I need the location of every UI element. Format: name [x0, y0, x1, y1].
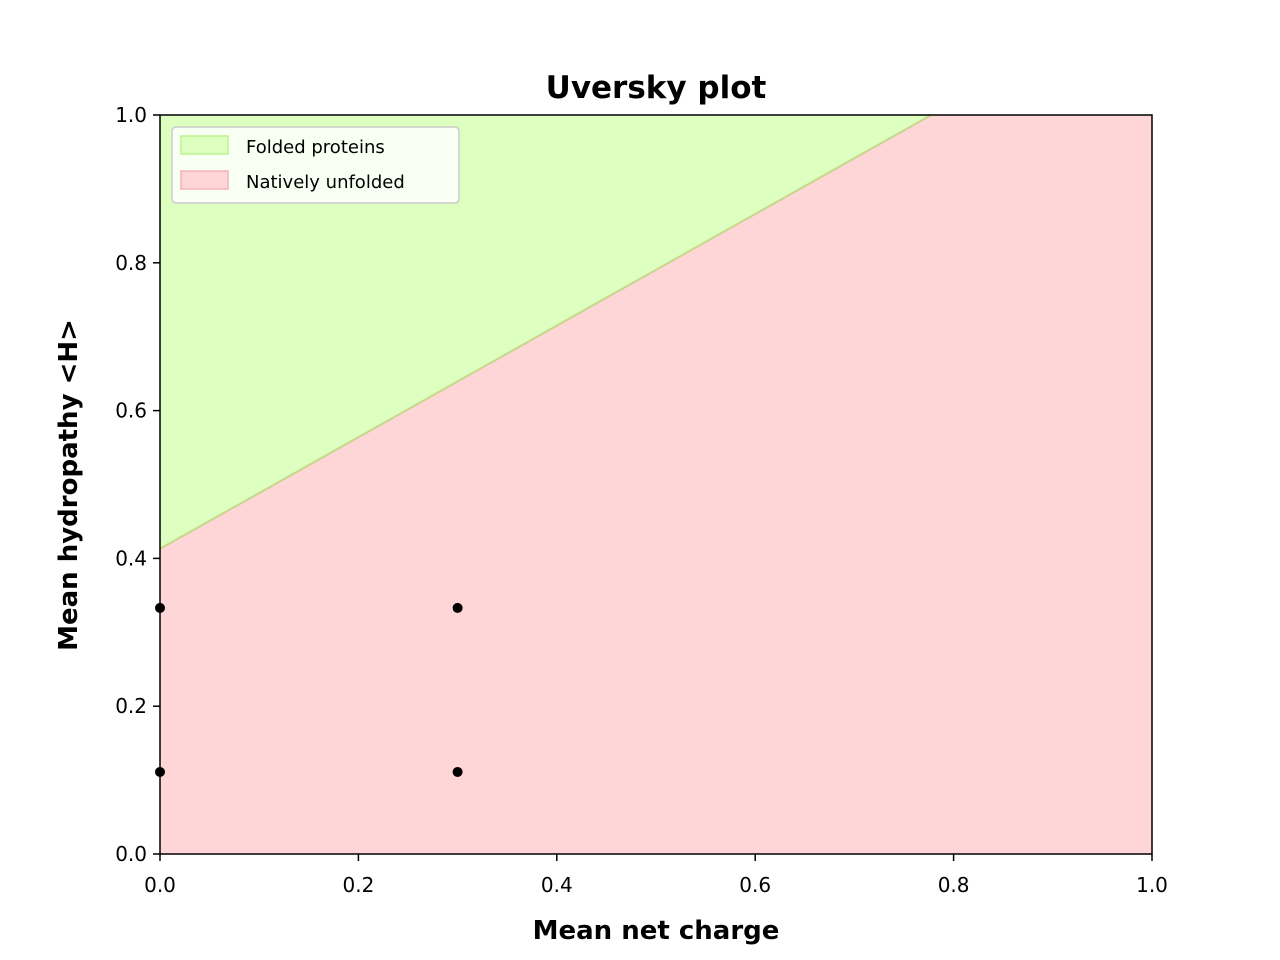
y-tick-label: 1.0 [115, 103, 147, 127]
data-point-3 [452, 766, 463, 777]
y-tick-label: 0.6 [115, 399, 147, 423]
x-axis: 0.0 0.2 0.4 0.6 0.8 1.0 [144, 854, 1168, 897]
x-tick-label: 0.6 [739, 873, 771, 897]
unfolded-region [160, 115, 1152, 854]
y-tick-label: 0.8 [115, 251, 147, 275]
x-tick-label: 0.2 [342, 873, 374, 897]
y-axis-label: Mean hydropathy <H> [54, 319, 84, 651]
y-tick-label: 0.0 [115, 842, 147, 866]
x-tick-label: 0.0 [144, 873, 176, 897]
legend-box [171, 126, 460, 204]
y-axis: 0.0 0.2 0.4 0.6 0.8 1.0 [115, 103, 160, 866]
plot-frame [159, 114, 1153, 855]
x-tick-label: 0.8 [938, 873, 970, 897]
legend-swatch-unfolded [180, 170, 229, 190]
x-tick-label: 0.4 [541, 873, 573, 897]
legend-label-folded: Folded proteins [246, 137, 385, 158]
legend-swatch-folded [180, 135, 229, 155]
legend: Folded proteins Natively unfolded [171, 126, 460, 204]
plot-area [155, 114, 1153, 855]
x-axis-label: Mean net charge [533, 916, 780, 946]
data-point-2 [452, 602, 463, 613]
boundary-line [159, 114, 932, 550]
legend-label-unfolded: Natively unfolded [246, 172, 405, 193]
y-tick-label: 0.4 [115, 546, 147, 570]
chart-title: Uversky plot [546, 70, 767, 106]
x-tick-label: 1.0 [1136, 873, 1168, 897]
y-tick-label: 0.2 [115, 694, 147, 718]
